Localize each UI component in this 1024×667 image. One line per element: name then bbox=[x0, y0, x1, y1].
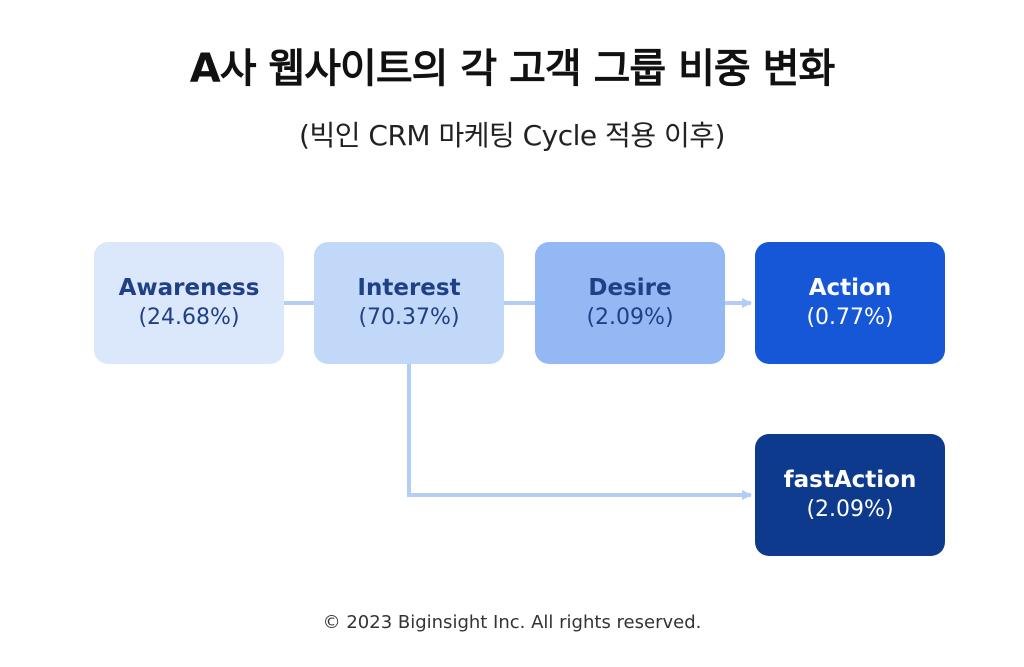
node-desire: Desire (2.09%) bbox=[535, 242, 725, 364]
copyright-footer: © 2023 Biginsight Inc. All rights reserv… bbox=[322, 612, 702, 633]
node-awareness: Awareness (24.68%) bbox=[94, 242, 284, 364]
node-desire-label: Desire bbox=[588, 275, 672, 301]
node-fastaction: fastAction (2.09%) bbox=[755, 434, 945, 556]
node-fastaction-label: fastAction bbox=[783, 467, 917, 493]
node-awareness-label: Awareness bbox=[118, 275, 260, 301]
connector-interest-fastaction bbox=[407, 364, 752, 500]
node-interest-value: (70.37%) bbox=[358, 305, 460, 330]
node-action-label: Action bbox=[808, 275, 892, 301]
node-fastaction-value: (2.09%) bbox=[806, 497, 894, 522]
page-title: A사 웹사이트의 각 고객 그룹 비중 변화 bbox=[189, 46, 836, 92]
node-action: Action (0.77%) bbox=[755, 242, 945, 364]
node-interest: Interest (70.37%) bbox=[314, 242, 504, 364]
node-awareness-value: (24.68%) bbox=[138, 305, 240, 330]
node-interest-label: Interest bbox=[357, 275, 461, 301]
node-action-value: (0.77%) bbox=[806, 305, 894, 330]
node-desire-value: (2.09%) bbox=[586, 305, 674, 330]
page-subtitle: (빅인 CRM 마케팅 Cycle 적용 이후) bbox=[299, 119, 725, 152]
